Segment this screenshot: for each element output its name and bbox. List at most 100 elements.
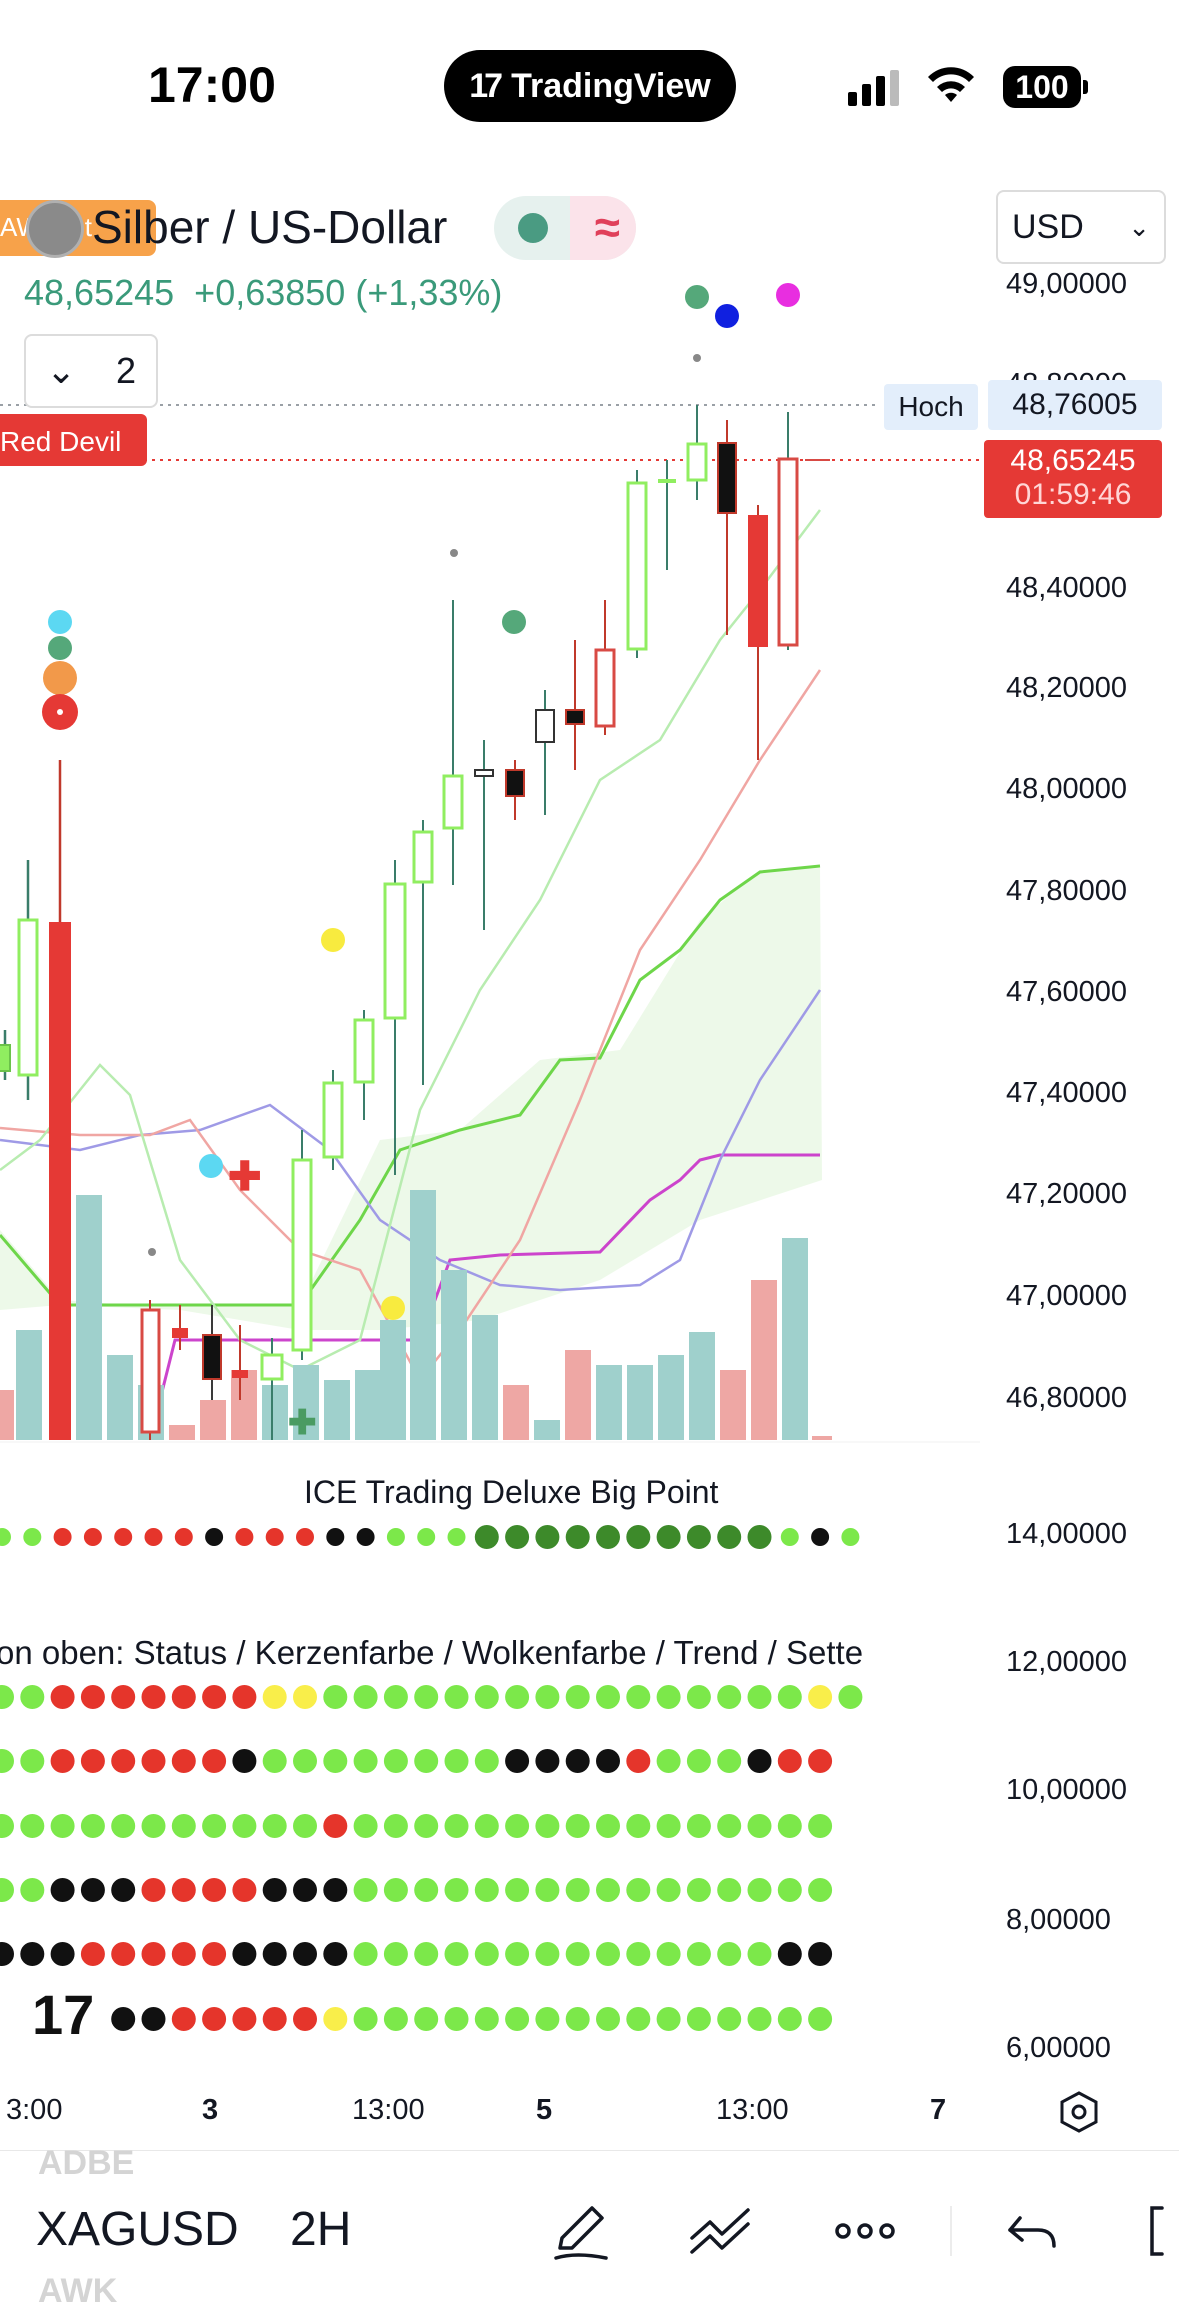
current-price: 48,65245: [1010, 444, 1136, 477]
status-dot: [171, 1749, 196, 1773]
market-status-pill[interactable]: ≈: [494, 196, 636, 260]
status-dot: [596, 1814, 620, 1838]
tradingview-pill[interactable]: 17 TradingView: [444, 50, 736, 122]
status-dot: [20, 1942, 45, 1966]
high-value: 48,76005: [988, 380, 1162, 430]
status-dot: [202, 1878, 227, 1902]
big-point-dot: [656, 1525, 681, 1549]
status-dot: [808, 1814, 833, 1838]
fullscreen-icon[interactable]: [1140, 2196, 1179, 2266]
chart-settings-icon[interactable]: [1057, 2090, 1101, 2134]
indicator-axis-label: 12,00000: [1006, 1646, 1127, 1678]
volume-bars: [0, 1190, 832, 1440]
status-dot: [383, 1878, 408, 1902]
pen-icon[interactable]: [546, 2196, 616, 2266]
time-axis-label: 3:00: [6, 2094, 63, 2126]
undo-icon[interactable]: [1000, 2196, 1070, 2266]
status-dot: [353, 2007, 378, 2031]
big-point-dot: [686, 1525, 711, 1549]
status-dot: [656, 1749, 681, 1773]
status-dot: [717, 2007, 742, 2031]
time-axis[interactable]: [0, 2088, 1179, 2136]
status-dot: [596, 1685, 620, 1709]
big-point-dot: [265, 1528, 284, 1546]
status-dot: [80, 1942, 105, 1966]
more-icon[interactable]: [830, 2196, 900, 2266]
status-dot: [474, 1942, 499, 1966]
status-dot: [596, 1749, 620, 1773]
status-dot: [808, 1878, 833, 1902]
svg-text:✚: ✚: [288, 1404, 317, 1442]
status-dot: [262, 2007, 287, 2031]
big-point-indicator-title[interactable]: ICE Trading Deluxe Big Point: [304, 1474, 719, 1510]
symbol-button[interactable]: XAGUSD: [36, 2203, 239, 2256]
status-dot: [20, 1749, 45, 1773]
status-dot: [474, 1878, 499, 1902]
ghost-symbol-above: ADBE: [38, 2144, 135, 2182]
chevron-down-icon: ⌄: [1128, 211, 1150, 242]
big-point-dot: [114, 1528, 133, 1546]
status-dot: [0, 1942, 14, 1966]
wifi-icon: [928, 67, 974, 102]
indicator-axis-label: 8,00000: [1006, 1904, 1111, 1936]
status-dot: [656, 1878, 681, 1902]
status-dot: [323, 1942, 348, 1966]
symbol-title[interactable]: Silber / US-Dollar: [92, 201, 448, 253]
big-point-dot: [0, 1528, 11, 1546]
currency-value: USD: [1012, 207, 1084, 246]
price-chart[interactable]: ✚ ✚ 17: [0, 180, 1179, 2080]
status-dot: [686, 2007, 711, 2031]
big-point-dot: [447, 1528, 466, 1546]
status-dot: [353, 1878, 378, 1902]
big-point-dot: [417, 1528, 436, 1546]
status-dot: [171, 1814, 196, 1838]
status-dot: [293, 1942, 317, 1966]
status-dot: [414, 1878, 439, 1902]
wave-icon: ≈: [594, 201, 620, 253]
status-dot: [444, 1685, 469, 1709]
status-dot: [596, 1878, 620, 1902]
status-dot: [202, 1685, 227, 1709]
big-point-dot: [626, 1525, 651, 1549]
status-dot: [171, 1685, 196, 1709]
status-dot: [505, 1814, 530, 1838]
status-dot: [293, 2007, 317, 2031]
price-axis-label: 48,20000: [1006, 672, 1127, 704]
status-dot: [747, 1942, 772, 1966]
big-point-dot: [535, 1525, 560, 1549]
price-axis-label: 47,60000: [1006, 976, 1127, 1008]
status-dot: [50, 1685, 75, 1709]
currency-select[interactable]: USD ⌄: [996, 190, 1166, 264]
status-dot: [414, 1749, 439, 1773]
big-point-dot: [235, 1528, 254, 1546]
status-dot: [141, 1749, 166, 1773]
status-dot: [50, 1814, 75, 1838]
status-dot: [596, 1942, 620, 1966]
big-point-dot: [296, 1528, 314, 1546]
status-dot: [656, 1814, 681, 1838]
collapse-indicators-button[interactable]: ⌄ 2: [24, 334, 158, 408]
battery-level: 100: [1015, 68, 1069, 105]
status-dot: [747, 1749, 772, 1773]
status-dot: [353, 1749, 378, 1773]
status-dot: [626, 1814, 651, 1838]
status-dot: [383, 1942, 408, 1966]
interval-button[interactable]: 2H: [290, 2203, 352, 2256]
price-axis-label: 47,80000: [1006, 875, 1127, 907]
price-axis-label: 49,00000: [1006, 268, 1127, 300]
status-dot: [50, 1878, 75, 1902]
price-summary: 48,65245 +0,63850 (+1,33%): [24, 272, 502, 314]
drawing-tools-icon[interactable]: [686, 2196, 756, 2266]
status-dot: [20, 1685, 45, 1709]
status-indicator-title[interactable]: on oben: Status / Kerzenfarbe / Wolkenfa…: [0, 1634, 864, 1671]
status-dot: [80, 1685, 105, 1709]
status-dot: [626, 2007, 651, 2031]
status-dot: [111, 1942, 136, 1966]
bar-countdown: 01:59:46: [1014, 478, 1132, 511]
status-dot: [626, 1749, 651, 1773]
big-point-dot: [356, 1528, 375, 1546]
status-dot: [777, 1749, 802, 1773]
status-dot: [717, 1749, 742, 1773]
status-dot: [262, 1878, 287, 1902]
tradingview-logo-icon: 17: [469, 66, 503, 105]
